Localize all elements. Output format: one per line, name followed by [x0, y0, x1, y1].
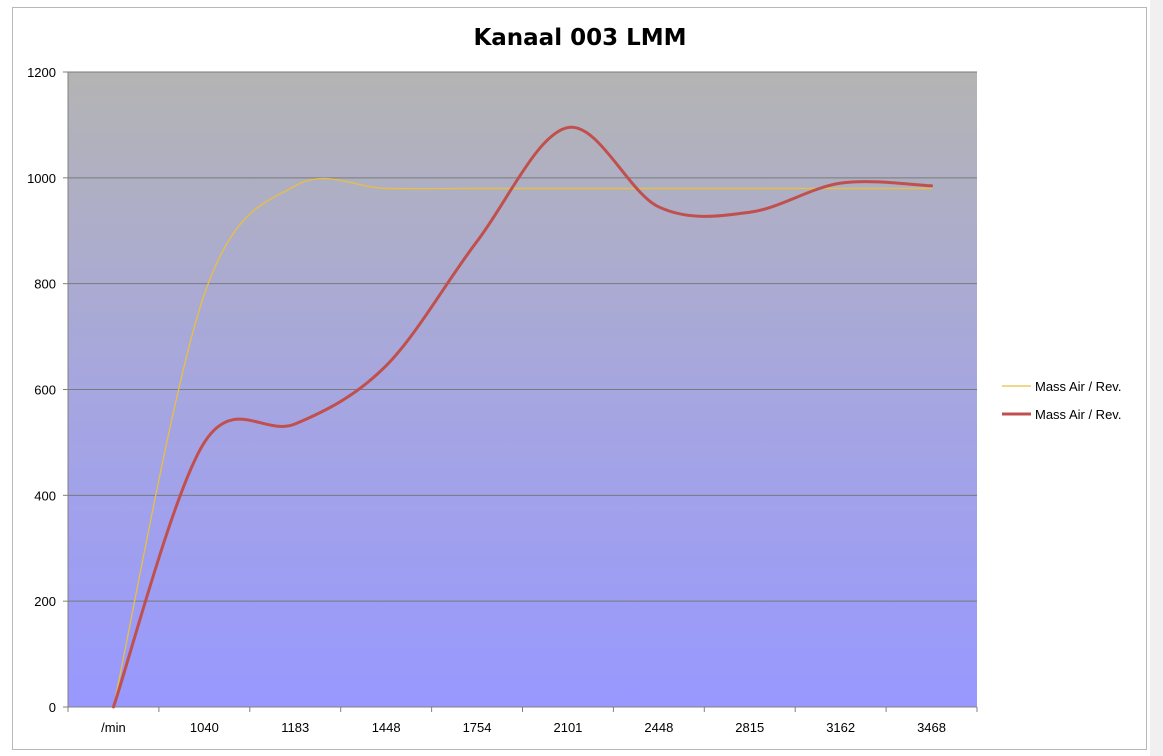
- series-lines: [111, 126, 934, 709]
- y-tick-label: 200: [34, 594, 56, 609]
- y-tick-label: 800: [34, 277, 56, 292]
- legend: Mass Air / Rev. Mass Air / Rev.: [1002, 379, 1121, 422]
- window-edge: [1150, 0, 1163, 756]
- x-tick-label: 3162: [826, 720, 855, 735]
- y-tick-label: 600: [34, 383, 56, 398]
- x-tick-label: 2101: [553, 720, 582, 735]
- x-tick-label: 1448: [372, 720, 401, 735]
- y-tick-label: 400: [34, 488, 56, 503]
- y-tick-label: 1200: [27, 65, 56, 80]
- x-tick-label: 2448: [644, 720, 673, 735]
- tick-labels: 0 200 400 600 800 1000 1200/min 1040 1183 1448 175…: [27, 65, 946, 735]
- y-tick-label: 0: [49, 700, 56, 715]
- gridlines: [68, 71, 977, 602]
- x-tick-label: 1183: [281, 720, 309, 735]
- axes: [63, 71, 978, 712]
- chart-title: Kanaal 003 LMM: [473, 25, 686, 51]
- y-tick-label: 1000: [27, 171, 56, 186]
- x-tick-label: /min: [101, 720, 126, 735]
- series-line-2: [111, 126, 934, 709]
- x-tick-label: 2815: [735, 720, 764, 735]
- series-line-1: [112, 177, 933, 708]
- x-tick-label: 3468: [917, 720, 946, 735]
- x-tick-label: 1040: [190, 720, 219, 735]
- x-tick-label: 1754: [463, 720, 492, 735]
- legend-label-1: Mass Air / Rev.: [1035, 379, 1121, 394]
- legend-label-2: Mass Air / Rev.: [1035, 407, 1121, 422]
